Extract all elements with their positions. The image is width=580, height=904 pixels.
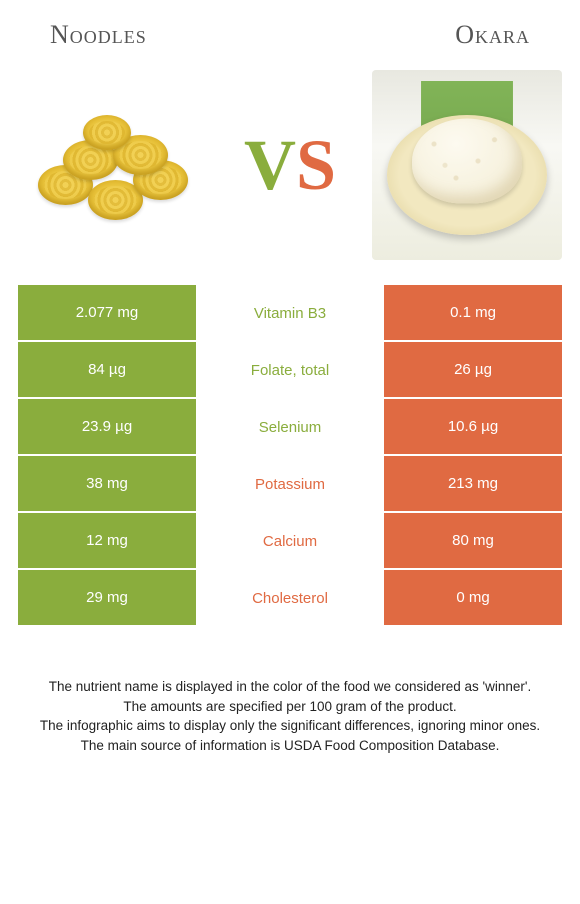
value-left: 38 mg xyxy=(18,456,196,513)
value-right: 10.6 µg xyxy=(384,399,562,456)
nutrient-label: Calcium xyxy=(196,513,384,570)
comparison-table: 2.077 mgVitamin B30.1 mg84 µgFolate, tot… xyxy=(18,285,562,627)
vs-s: S xyxy=(296,124,336,207)
okara-image xyxy=(372,70,562,260)
footer-line: The main source of information is USDA F… xyxy=(12,736,568,756)
value-right: 80 mg xyxy=(384,513,562,570)
value-right: 0.1 mg xyxy=(384,285,562,342)
value-right: 213 mg xyxy=(384,456,562,513)
title-right: Okara xyxy=(455,20,530,50)
table-row: 84 µgFolate, total26 µg xyxy=(18,342,562,399)
value-left: 29 mg xyxy=(18,570,196,627)
footer-line: The amounts are specified per 100 gram o… xyxy=(12,697,568,717)
value-right: 26 µg xyxy=(384,342,562,399)
nutrient-label: Selenium xyxy=(196,399,384,456)
vs-v: V xyxy=(244,124,296,207)
value-left: 84 µg xyxy=(18,342,196,399)
footer-line: The infographic aims to display only the… xyxy=(12,716,568,736)
nutrient-label: Potassium xyxy=(196,456,384,513)
images-row: VS xyxy=(0,60,580,285)
nutrient-label: Vitamin B3 xyxy=(196,285,384,342)
noodles-image xyxy=(18,70,208,260)
vs-label: VS xyxy=(244,124,336,207)
header: Noodles Okara xyxy=(0,0,580,60)
value-left: 2.077 mg xyxy=(18,285,196,342)
title-left: Noodles xyxy=(50,20,147,50)
value-left: 23.9 µg xyxy=(18,399,196,456)
footer-line: The nutrient name is displayed in the co… xyxy=(12,677,568,697)
table-row: 29 mgCholesterol0 mg xyxy=(18,570,562,627)
value-right: 0 mg xyxy=(384,570,562,627)
nutrient-label: Folate, total xyxy=(196,342,384,399)
footer-notes: The nutrient name is displayed in the co… xyxy=(0,627,580,755)
table-row: 12 mgCalcium80 mg xyxy=(18,513,562,570)
table-row: 23.9 µgSelenium10.6 µg xyxy=(18,399,562,456)
value-left: 12 mg xyxy=(18,513,196,570)
table-row: 2.077 mgVitamin B30.1 mg xyxy=(18,285,562,342)
table-row: 38 mgPotassium213 mg xyxy=(18,456,562,513)
nutrient-label: Cholesterol xyxy=(196,570,384,627)
